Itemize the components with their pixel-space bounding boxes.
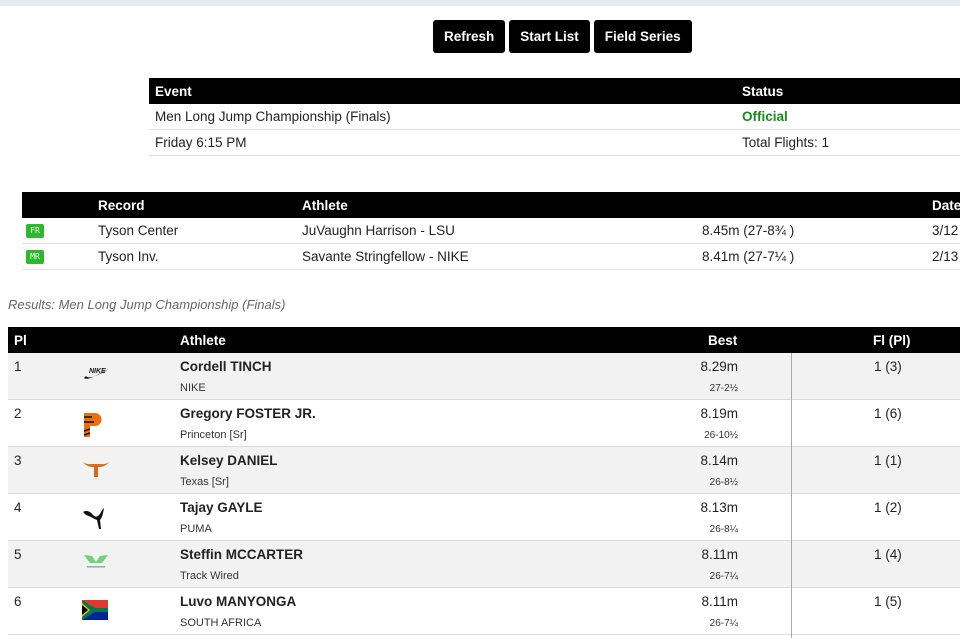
athlete-team[interactable]: PUMA [180, 523, 212, 535]
best-col-header: Best [708, 332, 738, 348]
record-row: FR Tyson Center JuVaughn Harrison - LSU … [22, 218, 960, 244]
athlete-team[interactable]: NIKE [180, 382, 206, 394]
athlete-name[interactable]: Tajay GAYLE [180, 500, 263, 515]
flight-place: 1 (6) [874, 406, 902, 421]
results-caption: Results: Men Long Jump Championship (Fin… [8, 297, 286, 312]
record-athlete: JuVaughn Harrison - LSU [302, 223, 455, 238]
status-badge: Official [742, 109, 788, 124]
event-table: Event Status Men Long Jump Championship … [149, 78, 960, 156]
athlete-team[interactable]: Texas [Sr] [180, 476, 229, 488]
date-col-header: Date [932, 197, 960, 213]
records-table: Record Athlete Date FR Tyson Center JuVa… [22, 192, 960, 270]
athlete-name[interactable]: Cordell TINCH [180, 359, 272, 374]
flight-col-header: Fl (Pl) [873, 332, 911, 348]
total-flights: Total Flights: 1 [742, 135, 830, 150]
flight-place: 1 (1) [874, 453, 902, 468]
place: 2 [14, 406, 22, 421]
record-name: Tyson Inv. [98, 249, 159, 264]
south-africa-flag-icon [82, 600, 108, 623]
athlete-team[interactable]: Princeton [Sr] [180, 429, 247, 441]
results-header: Pl Athlete Best Fl (Pl) [8, 327, 960, 353]
record-badge: FR [26, 223, 44, 238]
best-mark: 8.11m [701, 594, 738, 609]
best-imperial: 26-7¼ [709, 618, 738, 629]
texas-longhorn-logo-icon [82, 459, 110, 482]
top-bar [0, 0, 960, 6]
result-row: 4 Tajay GAYLE PUMA 8.13m 26-8¼ 1 (2) [8, 494, 960, 541]
event-row: Friday 6:15 PM Total Flights: 1 [149, 130, 960, 156]
best-mark: 8.13m [700, 500, 738, 515]
records-header: Record Athlete Date [22, 192, 960, 218]
record-athlete: Savante Stringfellow - NIKE [302, 249, 469, 264]
athlete-col-header: Athlete [180, 332, 226, 348]
event-time: Friday 6:15 PM [155, 135, 247, 150]
refresh-button[interactable]: Refresh [433, 20, 506, 53]
best-mark: 8.11m [701, 547, 738, 562]
athlete-name[interactable]: Gregory FOSTER JR. [180, 406, 316, 421]
athlete-team[interactable]: Track Wired [180, 570, 239, 582]
flight-place: 1 (4) [874, 547, 902, 562]
start-list-button[interactable]: Start List [509, 20, 590, 53]
best-imperial: 26-7¼ [709, 571, 738, 582]
record-name: Tyson Center [98, 223, 179, 238]
status-col-header: Status [742, 83, 784, 99]
flight-place: 1 (3) [874, 359, 902, 374]
nike-logo-icon: NIKE [82, 365, 110, 384]
place: 4 [14, 500, 22, 515]
result-row: 5 Steffin MCCARTER Track Wired 8.11m 26-… [8, 541, 960, 588]
record-row: MR Tyson Inv. Savante Stringfellow - NIK… [22, 244, 960, 270]
place: 5 [14, 547, 22, 562]
result-row: 3 Kelsey DANIEL Texas [Sr] 8.14m 26-8½ 1… [8, 447, 960, 494]
field-series-button[interactable]: Field Series [593, 20, 692, 53]
best-mark: 8.14m [700, 453, 738, 468]
flight-place: 1 (5) [874, 594, 902, 609]
record-mark: 8.41m (27-7¼ ) [702, 249, 795, 264]
toolbar: Refresh Start List Field Series [433, 20, 692, 53]
puma-logo-icon [82, 506, 108, 533]
best-imperial: 27-2½ [709, 383, 738, 394]
record-col-header: Record [98, 197, 145, 213]
best-imperial: 26-10½ [704, 430, 738, 441]
athlete-col-header: Athlete [302, 197, 348, 213]
place: 3 [14, 453, 22, 468]
event-header: Event Status [149, 78, 960, 104]
best-imperial: 26-8½ [709, 477, 738, 488]
svg-text:NIKE: NIKE [89, 368, 106, 375]
record-badge: MR [26, 249, 44, 264]
best-mark: 8.29m [700, 359, 738, 374]
results-table: Pl Athlete Best Fl (Pl) 1 NIKE Cordell T… [8, 327, 960, 635]
event-row: Men Long Jump Championship (Finals) Offi… [149, 104, 960, 130]
place: 6 [14, 594, 22, 609]
best-mark: 8.19m [700, 406, 738, 421]
place: 1 [14, 359, 22, 374]
athlete-name[interactable]: Luvo MANYONGA [180, 594, 297, 609]
event-name: Men Long Jump Championship (Finals) [155, 109, 391, 124]
athlete-name[interactable]: Steffin MCCARTER [180, 547, 303, 562]
flight-place: 1 (2) [874, 500, 902, 515]
best-imperial: 26-8¼ [709, 524, 738, 535]
record-date: 2/13 [932, 249, 959, 264]
princeton-logo-icon [82, 412, 102, 441]
result-row: 6 Luvo MANYONGA SOUTH AFRICA 8.11m 26-7¼… [8, 588, 960, 635]
event-col-header: Event [155, 83, 192, 99]
record-date: 3/12 [932, 223, 959, 238]
column-divider [791, 353, 792, 638]
pl-col-header: Pl [14, 332, 27, 348]
record-mark: 8.45m (27-8¾ ) [702, 223, 795, 238]
result-row: 1 NIKE Cordell TINCH NIKE 8.29m 27-2½ 1 … [8, 353, 960, 400]
athlete-name[interactable]: Kelsey DANIEL [180, 453, 278, 468]
athlete-team[interactable]: SOUTH AFRICA [180, 617, 262, 629]
track-wired-logo-icon [82, 553, 110, 574]
result-row: 2 Gregory FOSTER JR. Princeton [Sr] 8.19… [8, 400, 960, 447]
